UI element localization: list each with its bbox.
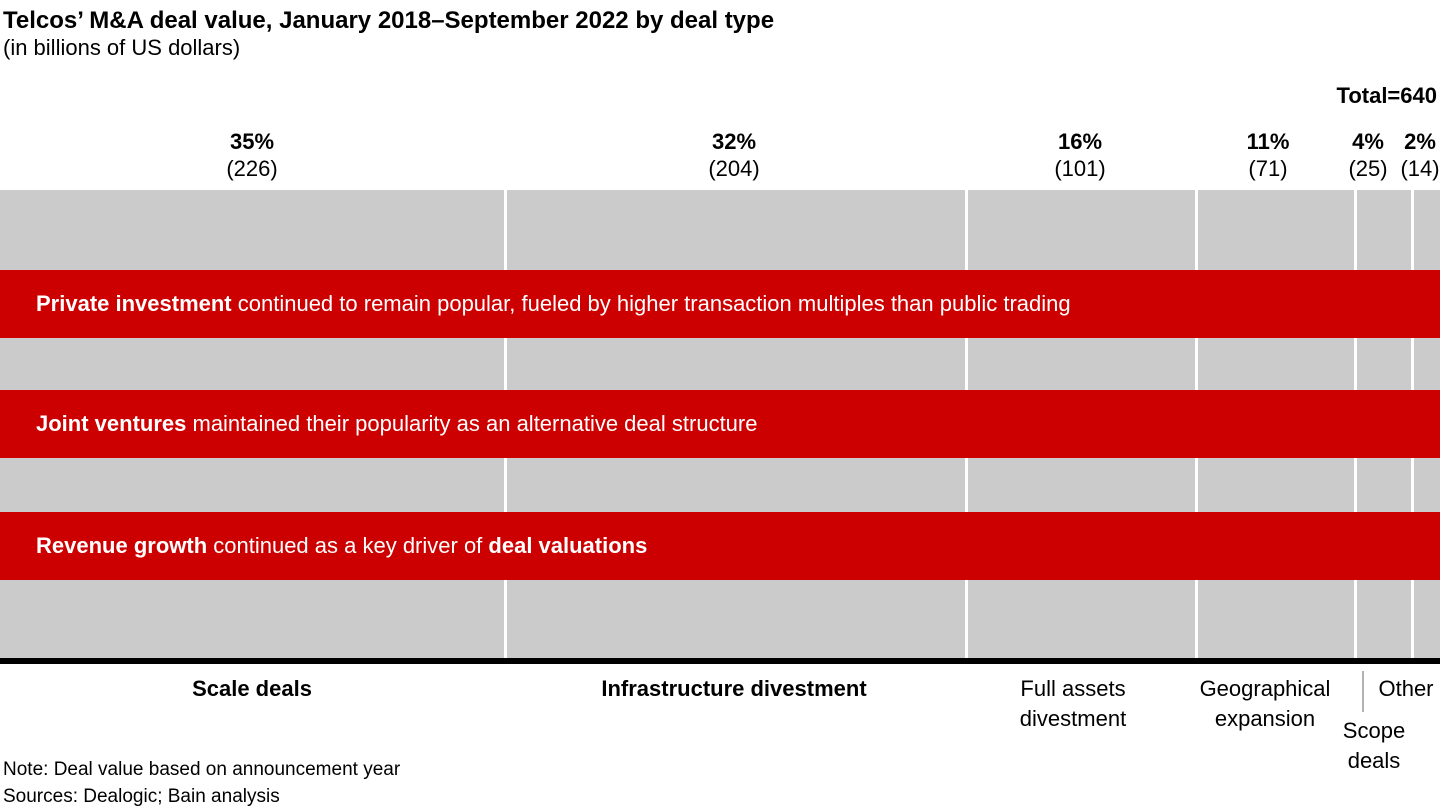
segment-label-scale-deals: 35% (226) bbox=[226, 128, 277, 182]
sources-line: Sources: Dealogic; Bain analysis bbox=[3, 786, 280, 807]
segment-label-scope-deals: 4% (25) bbox=[1348, 128, 1387, 182]
segment-percent: 4% bbox=[1352, 129, 1384, 154]
callout-bold-text: Revenue growth bbox=[36, 533, 208, 558]
segment-label-geographical-expansion: 11% (71) bbox=[1247, 128, 1290, 182]
total-label: Total=640 bbox=[1336, 83, 1437, 108]
callout-regular-text: maintained their popularity as an altern… bbox=[186, 411, 758, 436]
callout-text: Joint ventures maintained their populari… bbox=[36, 411, 757, 437]
category-label-geographical-expansion: Geographical expansion bbox=[1199, 676, 1331, 731]
callout-band-joint-ventures: Joint ventures maintained their populari… bbox=[0, 390, 1440, 458]
label-divider-line bbox=[1362, 671, 1364, 712]
segment-value: (101) bbox=[1054, 156, 1106, 181]
segment-value: (14) bbox=[1400, 156, 1440, 181]
callout-bold-text: Joint ventures bbox=[36, 411, 187, 436]
segment-value: (226) bbox=[226, 156, 278, 181]
segment-percent: 35% bbox=[229, 129, 275, 154]
segment-percent: 32% bbox=[711, 129, 757, 154]
callout-text: Private investment continued to remain p… bbox=[36, 291, 1071, 317]
footnotes: Note: Deal value based on announcement y… bbox=[3, 756, 400, 810]
callout-bold-text: Private investment bbox=[36, 291, 232, 316]
category-label-scope-deals: Scope deals bbox=[1342, 718, 1406, 773]
category-label-other: Other bbox=[1378, 676, 1434, 701]
callout-band-private-investment: Private investment continued to remain p… bbox=[0, 270, 1440, 338]
segment-value: (71) bbox=[1248, 156, 1288, 181]
callout-regular-text: continued to remain popular, fueled by h… bbox=[231, 291, 1071, 316]
chart-subtitle: (in billions of US dollars) bbox=[3, 35, 241, 60]
segment-label-other: 2% (14) bbox=[1400, 128, 1439, 182]
segment-percent: 2% bbox=[1404, 129, 1436, 154]
segment-value: (204) bbox=[708, 156, 760, 181]
x-axis-line bbox=[0, 658, 1440, 664]
segment-percent: 16% bbox=[1057, 129, 1103, 154]
category-label-infrastructure-divestment: Infrastructure divestment bbox=[601, 676, 867, 701]
callout-regular-text: continued as a key driver of bbox=[207, 533, 489, 558]
category-label-full-assets-divestment: Full assets divestment bbox=[1019, 676, 1127, 731]
callout-band-revenue-growth: Revenue growth continued as a key driver… bbox=[0, 512, 1440, 580]
segment-value: (25) bbox=[1348, 156, 1388, 181]
segment-percent: 11% bbox=[1246, 129, 1290, 154]
category-label-scale-deals: Scale deals bbox=[192, 676, 312, 701]
segment-label-full-assets-divestment: 16% (101) bbox=[1054, 128, 1105, 182]
callout-bold-text: deal valuations bbox=[488, 533, 648, 558]
note-line: Note: Deal value based on announcement y… bbox=[3, 759, 401, 780]
segment-label-infrastructure-divestment: 32% (204) bbox=[708, 128, 759, 182]
chart-title: Telcos’ M&A deal value, January 2018–Sep… bbox=[3, 7, 775, 34]
callout-text: Revenue growth continued as a key driver… bbox=[36, 533, 647, 559]
